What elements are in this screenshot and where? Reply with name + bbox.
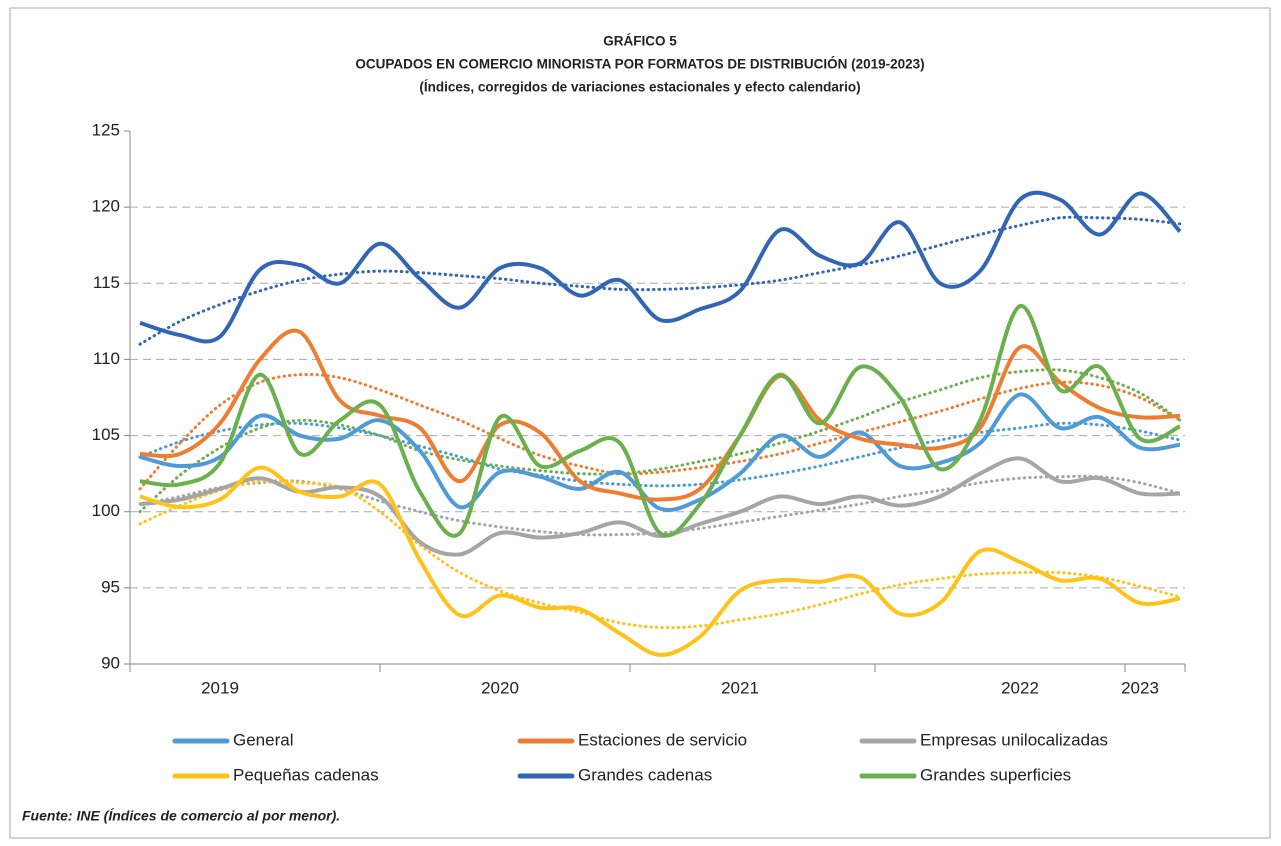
y-tick-label: 110 xyxy=(93,349,120,368)
trend-line xyxy=(138,479,1182,630)
series-line xyxy=(139,456,1181,557)
legend-label: Empresas unilocalizadas xyxy=(920,730,1108,749)
trend-line xyxy=(138,368,1182,514)
legend-label: Pequeñas cadenas xyxy=(233,765,379,784)
legend-label: Grandes cadenas xyxy=(578,765,712,784)
series-line xyxy=(139,465,1181,657)
y-tick-label: 120 xyxy=(92,197,120,216)
series-line xyxy=(139,392,1181,512)
series-line xyxy=(139,328,1181,502)
x-tick-label: 2023 xyxy=(1121,678,1159,697)
y-tick-label: 95 xyxy=(101,577,120,596)
frame xyxy=(9,7,1271,839)
legend-label: Grandes superficies xyxy=(920,765,1071,784)
x-axis-ticks xyxy=(129,664,1186,672)
trend-line xyxy=(138,215,1182,346)
legend-label: Estaciones de servicio xyxy=(578,730,747,749)
y-tick-label: 115 xyxy=(93,273,120,292)
y-tick-label: 105 xyxy=(92,425,120,444)
chart-title: GRÁFICO 5 xyxy=(603,34,677,49)
legend-label: General xyxy=(233,730,293,749)
y-tick-label: 125 xyxy=(92,120,120,139)
chart-subtitle: (Índices, corregidos de variaciones esta… xyxy=(419,80,860,95)
chart-subtitle: OCUPADOS EN COMERCIO MINORISTA POR FORMA… xyxy=(355,57,924,72)
trend-line xyxy=(138,421,1182,488)
trend-line xyxy=(138,372,1182,491)
x-tick-label: 2021 xyxy=(721,678,759,697)
y-tick-label: 90 xyxy=(101,653,120,672)
x-tick-label: 2022 xyxy=(1001,678,1039,697)
y-tick-label: 100 xyxy=(92,501,120,520)
x-tick-label: 2020 xyxy=(481,678,519,697)
series-line xyxy=(139,304,1181,538)
x-tick-label: 2019 xyxy=(201,678,239,697)
trend-line xyxy=(138,474,1182,537)
source: Fuente: INE (Índices de comercio al por … xyxy=(22,808,340,824)
series-line xyxy=(139,190,1182,344)
